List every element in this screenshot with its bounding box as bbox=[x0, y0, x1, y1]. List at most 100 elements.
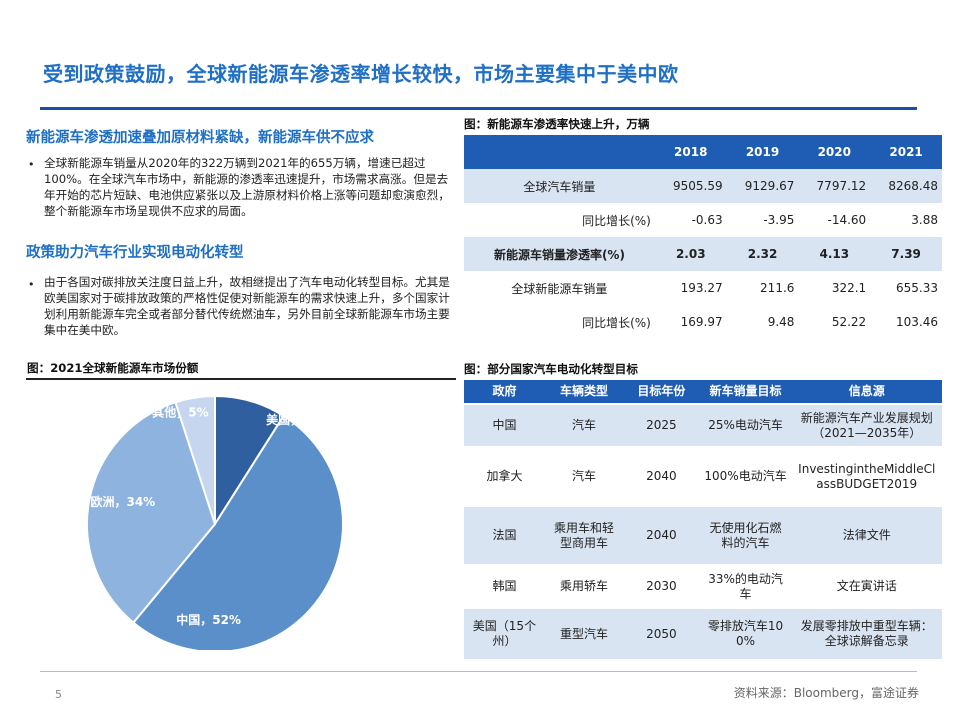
table2-cell: 法国 bbox=[464, 506, 545, 566]
table2-cell: 100%电动汽车 bbox=[699, 447, 792, 507]
table1-cell: 2.03 bbox=[654, 237, 727, 271]
table1-header-cell: 2018 bbox=[654, 135, 727, 169]
table1-cell: 2.32 bbox=[726, 237, 799, 271]
table1-cell: 8268.48 bbox=[870, 169, 942, 203]
table1-row: 新能源车销量渗透率(%) 2.03 2.32 4.13 7.39 bbox=[464, 237, 942, 271]
policy-targets-table: 政府 车辆类型 目标年份 新车销量目标 信息源 中国 汽车 2025 25%电动汽车 新能源汽车产… bbox=[464, 380, 942, 661]
title-divider bbox=[40, 107, 917, 110]
table2-header-cell: 信息源 bbox=[791, 380, 942, 405]
pie-slice bbox=[86, 401, 217, 625]
table1-cell: 655.33 bbox=[896, 281, 938, 295]
pie-slice-label: 美国，9% bbox=[266, 412, 322, 427]
table1-cell: -0.63 bbox=[691, 213, 723, 227]
table1-cell: 9.48 bbox=[767, 315, 795, 329]
table2-cell: 无使用化石燃料的汽车 bbox=[699, 506, 792, 566]
table2-header-cell: 目标年份 bbox=[623, 380, 700, 405]
table2-cell: 2040 bbox=[623, 506, 700, 566]
table2-header-cell: 车辆类型 bbox=[544, 380, 624, 405]
footer-divider bbox=[40, 671, 917, 672]
section1-text: 全球新能源车销量从2020年的322万辆到2021年的655万辆，增速已超过10… bbox=[44, 156, 450, 218]
table2-row: 美国（15个州） 重型汽车 2050 零排放汽车100% 发展零排放中重型车辆：全球谅解… bbox=[464, 608, 942, 661]
table2-cell: 乘用车和轻型商用车 bbox=[544, 506, 624, 566]
table1-cell: 193.27 bbox=[680, 281, 723, 295]
table1-cell: 322.1 bbox=[831, 281, 867, 295]
table1-row: 同比增长(%) 169.97 9.48 52.22 103.46 bbox=[464, 305, 942, 339]
page-title: 受到政策鼓励，全球新能源车渗透率增长较快，市场主要集中于美中欧 bbox=[43, 62, 679, 86]
pie-caption-rule bbox=[26, 378, 456, 380]
section2-text: 由于各国对碳排放关注度日益上升，故相继提出了汽车电动化转型目标。尤其是欧美国家对… bbox=[44, 275, 450, 337]
table1-cell: 7.39 bbox=[870, 237, 942, 271]
section1-heading: 新能源车渗透加速叠加原材料紧缺，新能源车供不应求 bbox=[26, 130, 374, 146]
table2-cell: 25%电动汽车 bbox=[699, 404, 792, 448]
table1-row-label: 全球新能源车销量 bbox=[511, 281, 608, 296]
table1-cell: 4.13 bbox=[798, 237, 871, 271]
table1-cell: 103.46 bbox=[896, 315, 938, 329]
table1-row: 全球新能源车销量 193.27 211.6 322.1 655.33 bbox=[464, 271, 942, 305]
table2-cell: 中国 bbox=[464, 404, 545, 448]
table1-row-label bbox=[464, 305, 578, 339]
table2-cell: 发展零排放中重型车辆：全球谅解备忘录 bbox=[791, 608, 942, 661]
table1-header-cell bbox=[577, 135, 655, 169]
table2-cell: 美国（15个州） bbox=[464, 608, 545, 661]
penetration-table: 2018 2019 2020 2021 全球汽车销量 9505.59 9129.67 7797… bbox=[464, 135, 942, 339]
table2-cell: 零排放汽车100% bbox=[699, 608, 792, 661]
table2-cell: 汽车 bbox=[544, 447, 624, 507]
table2-cell: 2025 bbox=[623, 404, 700, 448]
table1-cell: 7797.12 bbox=[798, 169, 871, 203]
table2-row: 加拿大 汽车 2040 100%电动汽车 InvestingintheMiddleCla… bbox=[464, 447, 942, 507]
table1-cell: 3.88 bbox=[911, 213, 938, 227]
market-share-pie-chart: 美国，9% 中国，52% 欧洲，34% 其他，5% bbox=[86, 394, 344, 650]
table2-cell: 文在寅讲话 bbox=[791, 565, 942, 609]
pie-slice-label: 中国，52% bbox=[176, 612, 241, 627]
pie-caption: 图：2021全球新能源车市场份额 bbox=[27, 361, 199, 375]
section2-heading: 政策助力汽车行业实现电动化转型 bbox=[26, 245, 244, 261]
table2-header-cell: 政府 bbox=[464, 380, 545, 405]
pie-slice bbox=[132, 414, 344, 650]
table2-header-row: 政府 车辆类型 目标年份 新车销量目标 信息源 bbox=[464, 380, 942, 405]
table2-cell: 重型汽车 bbox=[544, 608, 624, 661]
source-note: 资料来源：Bloomberg，富途证券 bbox=[733, 686, 919, 700]
table2-caption: 图：部分国家汽车电动化转型目标 bbox=[464, 362, 638, 376]
table2-cell: 2030 bbox=[623, 565, 700, 609]
table1-row: 全球汽车销量 9505.59 9129.67 7797.12 8268.48 bbox=[464, 169, 942, 203]
table1-row-sublabel: 同比增长(%) bbox=[582, 315, 651, 330]
table1-cell: 9505.59 bbox=[654, 169, 727, 203]
section1-bullet: • bbox=[28, 158, 35, 171]
table1-cell: 211.6 bbox=[760, 281, 795, 295]
table2-row: 法国 乘用车和轻型商用车 2040 无使用化石燃料的汽车 法律文件 bbox=[464, 506, 942, 566]
table1-header-cell bbox=[464, 135, 578, 169]
table2-cell: 新能源汽车产业发展规划（2021—2035年） bbox=[791, 404, 942, 448]
table1-row-label: 新能源车销量渗透率(%) bbox=[464, 237, 655, 271]
table1-cell: 169.97 bbox=[680, 315, 723, 329]
table1-cell: 52.22 bbox=[831, 315, 867, 329]
table1-cell: -14.60 bbox=[827, 213, 867, 227]
table2-cell: InvestingintheMiddleClassBUDGET2019 bbox=[791, 447, 942, 507]
table1-header-cell: 2019 bbox=[726, 135, 799, 169]
table2-cell: 乘用轿车 bbox=[544, 565, 624, 609]
table2-cell: 法律文件 bbox=[791, 506, 942, 566]
table1-row-label: 全球汽车销量 bbox=[464, 169, 655, 203]
table2-cell: 韩国 bbox=[464, 565, 545, 609]
pie-slice-label: 其他，5% bbox=[152, 404, 208, 419]
table2-row: 韩国 乘用轿车 2030 33%的电动汽车 文在寅讲话 bbox=[464, 565, 942, 609]
table1-header-row: 2018 2019 2020 2021 bbox=[464, 135, 942, 169]
table1-header-cell: 2021 bbox=[870, 135, 942, 169]
pie-slice bbox=[174, 394, 216, 525]
table1-row-sublabel: 同比增长(%) bbox=[582, 213, 651, 228]
table1-row: 同比增长(%) -0.63 -3.95 -14.60 3.88 bbox=[464, 203, 942, 237]
table1-cell: 9129.67 bbox=[726, 169, 799, 203]
table2-cell: 汽车 bbox=[544, 404, 624, 448]
pie-slice-label: 欧洲，34% bbox=[90, 494, 155, 509]
table2-row: 中国 汽车 2025 25%电动汽车 新能源汽车产业发展规划（2021—2035年） bbox=[464, 404, 942, 448]
table2-cell: 2050 bbox=[623, 608, 700, 661]
table2-cell: 2040 bbox=[623, 447, 700, 507]
table1-caption: 图：新能源车渗透率快速上升，万辆 bbox=[464, 117, 650, 131]
table2-cell: 33%的电动汽车 bbox=[699, 565, 792, 609]
table1-header-cell: 2020 bbox=[798, 135, 871, 169]
table2-header-cell: 新车销量目标 bbox=[699, 380, 792, 405]
table1-cell: -3.95 bbox=[763, 213, 795, 227]
section2-bullet: • bbox=[28, 278, 35, 291]
table1-row-label bbox=[464, 203, 578, 237]
page-number: 5 bbox=[55, 688, 62, 701]
table2-cell: 加拿大 bbox=[464, 447, 545, 507]
